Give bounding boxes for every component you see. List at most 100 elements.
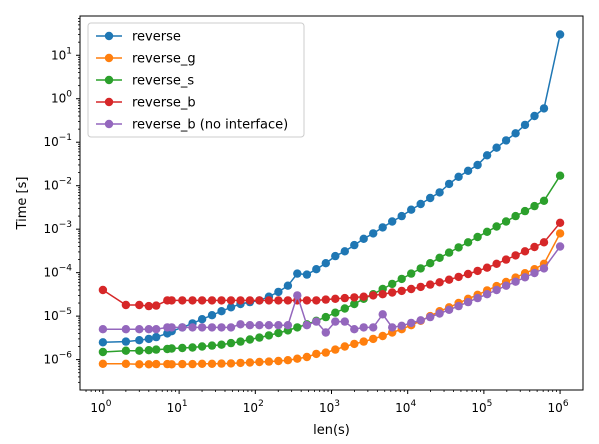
data-point (283, 281, 293, 290)
x-tick-label: 101 (167, 399, 188, 415)
data-point (178, 323, 187, 332)
data-point (197, 342, 207, 351)
data-point (416, 316, 425, 325)
data-point (321, 295, 330, 304)
data-point (312, 296, 321, 305)
data-point (121, 337, 131, 346)
data-point (378, 331, 387, 341)
y-axis-label: Time [s] (15, 177, 30, 231)
data-point (245, 321, 255, 330)
data-point (444, 248, 454, 257)
data-point (350, 299, 359, 309)
data-point (482, 290, 492, 299)
data-point (369, 323, 378, 332)
data-point (416, 282, 425, 292)
y-tick-label: 10−3 (43, 220, 72, 236)
data-point (555, 229, 565, 238)
data-point (98, 325, 108, 334)
data-point (397, 286, 406, 296)
x-axis-label: len(s) (313, 423, 350, 438)
data-point (188, 323, 197, 332)
data-point (207, 323, 217, 332)
legend-label: reverse_s (132, 74, 194, 89)
data-point (555, 218, 565, 227)
data-point (482, 227, 492, 236)
data-point (226, 323, 236, 332)
data-point (473, 293, 482, 303)
data-point (293, 323, 302, 332)
data-point (207, 341, 217, 350)
data-point (444, 179, 454, 189)
data-point (340, 304, 349, 313)
data-point (255, 321, 264, 330)
data-point (359, 234, 368, 243)
data-point (144, 325, 153, 334)
x-tick-label: 104 (395, 399, 416, 415)
legend-label: reverse_b (132, 96, 196, 111)
data-point (264, 321, 274, 330)
legend-item: reverse_s (96, 74, 194, 89)
data-point (407, 284, 416, 294)
data-point (264, 357, 274, 366)
data-point (444, 275, 454, 284)
data-point (340, 342, 349, 351)
data-point (98, 338, 108, 347)
data-point (520, 247, 530, 256)
data-point (397, 211, 406, 221)
data-point (197, 315, 207, 324)
data-point (435, 188, 444, 197)
data-point (482, 263, 492, 272)
data-point (407, 318, 416, 328)
data-point (144, 346, 153, 355)
data-point (331, 345, 340, 354)
data-point (226, 359, 236, 368)
data-point (188, 296, 197, 305)
x-tick-label: 106 (548, 399, 569, 415)
data-point (435, 309, 444, 318)
data-point (511, 129, 520, 138)
data-point (283, 356, 293, 365)
data-point (236, 337, 245, 346)
data-point (167, 323, 176, 332)
axes-layer: 100 101 102 103 104 105 106 10−6 10−5 10−4 10−3 10−… (43, 18, 569, 415)
data-point (312, 317, 321, 326)
data-point (454, 301, 463, 311)
data-point (302, 270, 312, 279)
legend-item: reverse_b (96, 96, 196, 111)
data-point (501, 255, 511, 264)
data-point (426, 280, 435, 289)
data-point (378, 310, 387, 319)
data-point (255, 357, 264, 367)
data-point (135, 336, 144, 345)
data-point (388, 279, 397, 289)
data-point (340, 293, 349, 303)
data-point (463, 238, 473, 247)
data-point (350, 339, 359, 349)
data-point (135, 325, 144, 334)
data-point (350, 325, 359, 334)
data-point (245, 296, 255, 305)
data-point (217, 359, 226, 368)
data-point (555, 171, 565, 180)
data-point (274, 356, 283, 366)
data-point (511, 251, 520, 260)
data-point (217, 323, 226, 332)
data-point (98, 347, 108, 357)
data-point (274, 296, 283, 305)
data-point (359, 292, 368, 301)
data-point (378, 223, 387, 232)
data-point (302, 321, 312, 330)
data-point (321, 312, 330, 322)
data-point (121, 325, 131, 334)
legend-label: reverse_g (132, 52, 196, 67)
data-point (293, 291, 302, 300)
data-point (511, 277, 520, 286)
legend-label: reverse (132, 30, 181, 45)
data-point (511, 211, 520, 221)
data-point (302, 352, 312, 362)
data-point (555, 30, 565, 39)
legend-marker (104, 119, 114, 129)
data-point (321, 328, 330, 337)
data-point (217, 307, 226, 316)
data-point (530, 201, 539, 211)
